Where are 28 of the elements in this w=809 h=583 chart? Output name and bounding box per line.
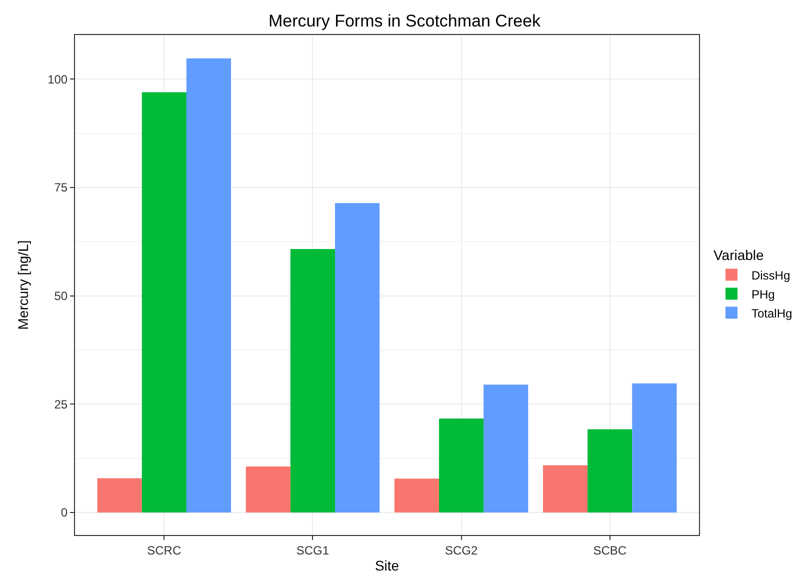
bar	[588, 429, 632, 512]
y-tick-label: 100	[48, 72, 68, 86]
x-tick-label: SCRC	[147, 543, 182, 558]
y-tick-label: 50	[54, 289, 68, 304]
bar	[246, 466, 290, 512]
y-axis-title: Mercury [ng/L]	[15, 240, 32, 330]
x-tick-label: SCG2	[444, 543, 478, 558]
bar	[543, 465, 588, 512]
bar	[335, 203, 380, 512]
x-tick-label: SCG1	[296, 543, 330, 558]
y-tick-label: 75	[54, 180, 68, 195]
legend-label: TotalHg	[751, 306, 792, 320]
legend-label: PHg	[751, 287, 775, 302]
bar	[394, 478, 439, 512]
y-tick-label: 25	[54, 397, 68, 412]
bar	[290, 249, 335, 512]
chart-title: Mercury Forms in Scotchman Creek	[268, 11, 542, 30]
legend-title: Variable	[713, 247, 764, 264]
x-axis-title: Site	[374, 558, 400, 574]
bar	[186, 58, 231, 512]
bar	[97, 478, 142, 512]
x-tick-label: SCBC	[593, 543, 627, 558]
bar	[439, 418, 484, 512]
bar	[632, 383, 677, 512]
legend-label: DissHg	[751, 268, 790, 282]
bar	[484, 384, 528, 512]
bar	[142, 92, 186, 512]
y-tick-label: 0	[60, 506, 68, 520]
